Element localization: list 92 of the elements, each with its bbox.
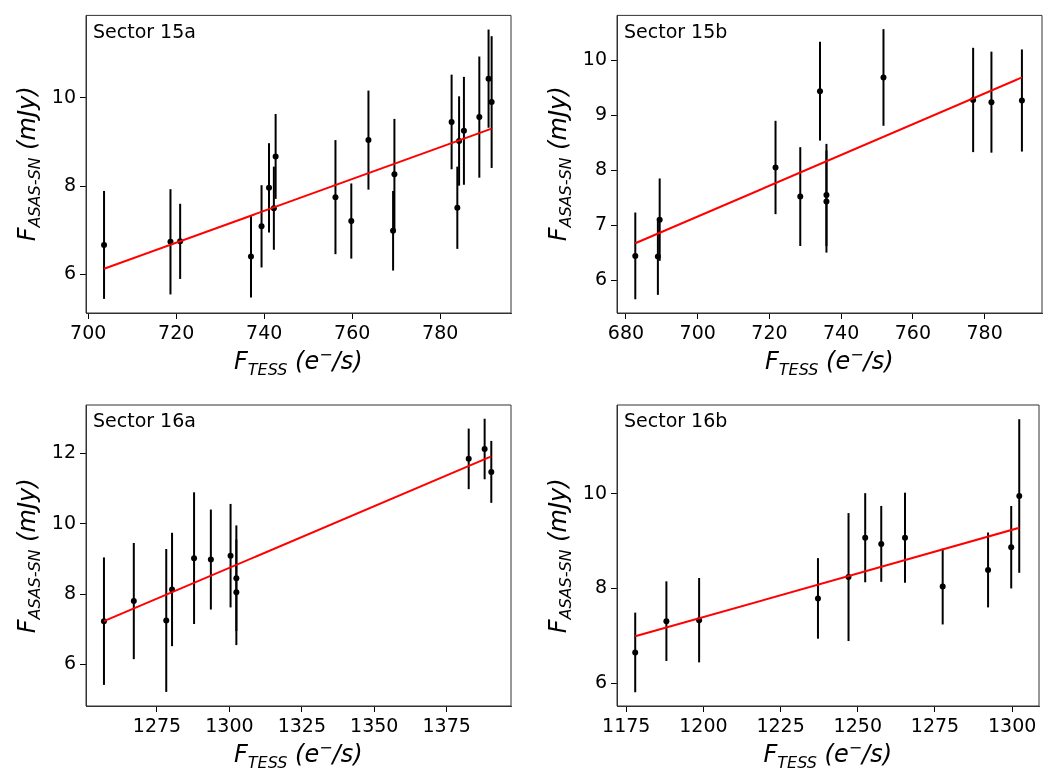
point [266, 184, 273, 191]
point [902, 534, 909, 541]
point [481, 446, 488, 453]
point [654, 253, 661, 260]
x-tick-label: 1350 [350, 714, 399, 737]
y-tick-label: 8 [63, 173, 76, 196]
x-axis-title: F$_{TESS}$ (e$^{−}$/s) [765, 345, 894, 379]
y-tick-label: 10 [51, 84, 76, 107]
annotation: Sector 16a [93, 409, 196, 432]
y-tick-label: 10 [582, 47, 607, 70]
x-tick-label: 700 [70, 321, 107, 344]
point [332, 194, 339, 201]
y-tick-label: 10 [582, 480, 607, 503]
y-tick-label: 10 [51, 510, 76, 533]
y-tick-label: 8 [594, 575, 607, 598]
point [1008, 544, 1015, 551]
x-tick-label: 780 [966, 321, 1003, 344]
x-tick-label: 780 [422, 321, 459, 344]
point [663, 618, 670, 625]
point [233, 589, 240, 596]
annotation: Sector 15a [93, 19, 196, 42]
point [939, 583, 946, 590]
x-tick-label: 1250 [833, 714, 882, 737]
point [191, 555, 198, 562]
y-tick-label: 12 [51, 440, 76, 463]
annotation: Sector 16b [624, 409, 728, 432]
x-axis-title: F$_{TESS}$ (e$^{−}$/s) [763, 738, 893, 772]
point [772, 164, 779, 171]
point [448, 118, 455, 125]
x-tick-label: 1375 [422, 714, 471, 737]
point [988, 99, 995, 106]
point [488, 99, 495, 106]
y-tick-label: 6 [63, 261, 76, 284]
point [130, 598, 137, 605]
y-tick-label: 8 [594, 157, 607, 180]
x-axis-title: F$_{TESS}$ (e$^{−}$/s) [234, 345, 363, 379]
point [880, 74, 887, 81]
x-tick-label: 1300 [205, 714, 254, 737]
y-tick-label: 9 [594, 102, 607, 125]
point [797, 193, 804, 200]
point [632, 649, 639, 656]
point [823, 198, 830, 205]
y-tick-label: 6 [594, 266, 607, 289]
point [101, 241, 108, 248]
y-tick-label: 6 [63, 651, 76, 674]
point [488, 468, 495, 475]
point [454, 204, 461, 211]
x-tick-label: 700 [679, 321, 716, 344]
x-tick-label: 760 [894, 321, 932, 344]
annotation: Sector 15b [624, 19, 728, 42]
x-tick-label: 1325 [277, 714, 327, 737]
point [460, 127, 467, 134]
y-tick-label: 6 [594, 670, 607, 693]
point [391, 171, 398, 178]
x-axis-title: F$_{TESS}$ (e$^{−}$/s) [234, 738, 363, 772]
x-tick-label: 760 [334, 321, 371, 344]
point [258, 223, 265, 230]
point [814, 595, 821, 602]
point [207, 556, 214, 563]
x-tick-label: 1200 [679, 714, 728, 737]
point [365, 137, 372, 144]
point [390, 227, 397, 234]
x-tick-label: 680 [607, 321, 645, 344]
point [348, 218, 355, 225]
x-tick-label: 740 [823, 321, 860, 344]
x-tick-label: 720 [751, 321, 788, 344]
x-tick-label: 720 [158, 321, 195, 344]
point [1016, 493, 1023, 500]
x-tick-label: 1275 [910, 714, 960, 737]
point [233, 575, 240, 582]
point [656, 216, 663, 223]
point [465, 455, 472, 462]
x-tick-label: 1175 [602, 714, 651, 737]
point [823, 191, 830, 198]
point [163, 617, 170, 624]
point [272, 153, 279, 160]
point [476, 114, 483, 121]
x-tick-label: 1300 [987, 714, 1037, 737]
point [247, 253, 254, 260]
point [817, 88, 823, 95]
point [227, 552, 234, 559]
y-tick-label: 8 [63, 580, 76, 603]
x-tick-label: 1225 [756, 714, 805, 737]
y-tick-label: 7 [594, 212, 607, 235]
point [1018, 97, 1025, 104]
x-tick-label: 1275 [132, 714, 182, 737]
point [862, 534, 869, 541]
point [878, 540, 885, 547]
point [485, 75, 492, 82]
point [632, 252, 639, 259]
x-tick-label: 740 [246, 321, 283, 344]
point [985, 566, 992, 573]
